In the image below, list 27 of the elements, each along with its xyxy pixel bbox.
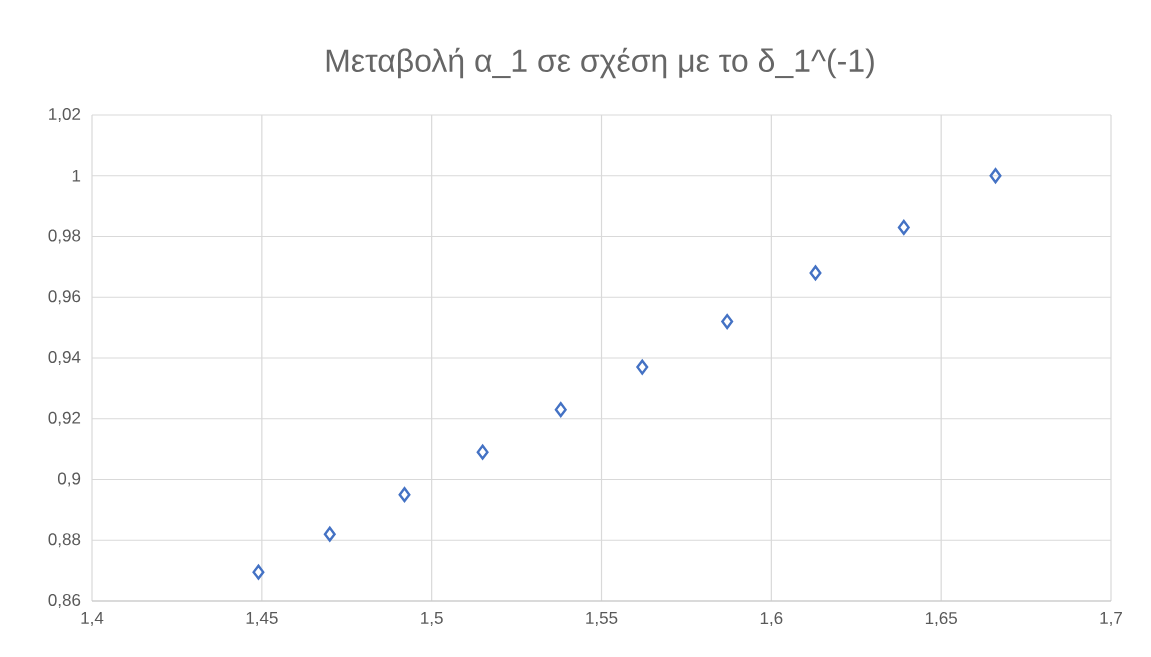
- x-tick-label: 1,4: [81, 612, 104, 626]
- y-tick-label: 1: [72, 169, 81, 182]
- point: [989, 168, 1002, 184]
- point: [323, 526, 336, 542]
- point: [476, 444, 489, 460]
- point: [809, 265, 822, 281]
- point: [252, 564, 265, 580]
- point: [554, 402, 567, 418]
- y-tick-label: 0,88: [48, 533, 81, 548]
- y-tick-label: 0,86: [48, 593, 81, 608]
- y-tick-label: 0,9: [57, 472, 81, 487]
- x-tick-label: 1,5: [421, 612, 443, 626]
- point: [398, 487, 411, 503]
- x-tick-label: 1,45: [246, 612, 278, 626]
- y-tick-label: 1,02: [49, 107, 81, 122]
- point: [721, 313, 734, 330]
- x-tick-label: 1,65: [925, 612, 957, 627]
- chart-title: Μεταβολή α_1 σε σχέση με το δ_1^(-1): [326, 47, 874, 79]
- x-tick-label: 1,7: [1100, 612, 1122, 626]
- x-tick-label: 1,6: [760, 612, 783, 627]
- y-tick-label: 0,98: [48, 229, 81, 244]
- point: [897, 219, 910, 235]
- point: [636, 359, 649, 375]
- y-tick-label: 0,96: [48, 290, 81, 305]
- y-tick-label: 0,92: [48, 411, 81, 426]
- x-tick-label: 1,55: [586, 612, 618, 626]
- y-tick-label: 0,94: [48, 350, 81, 365]
